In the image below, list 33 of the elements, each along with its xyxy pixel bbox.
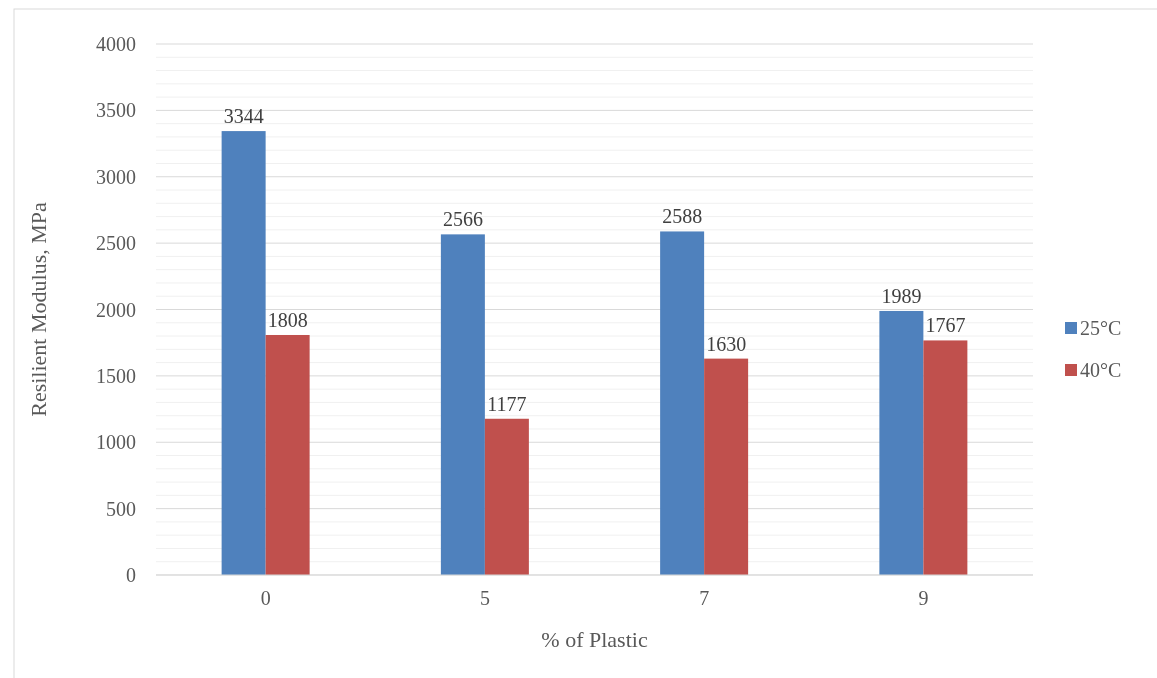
legend-label: 25°C <box>1080 317 1122 339</box>
bar <box>923 340 968 575</box>
data-label: 1808 <box>267 308 308 331</box>
data-label: 3344 <box>223 105 264 128</box>
y-tick-label: 1000 <box>96 431 136 454</box>
data-label: 1767 <box>925 314 966 337</box>
data-label: 2588 <box>662 205 703 228</box>
y-tick-label: 3000 <box>96 165 136 188</box>
x-tick-label: 7 <box>699 587 710 609</box>
y-tick-label: 3500 <box>96 99 136 122</box>
y-tick-label: 1500 <box>96 364 136 387</box>
data-label: 1989 <box>881 284 922 307</box>
y-tick-label: 4000 <box>96 33 136 55</box>
y-tick-label: 0 <box>126 564 136 586</box>
bar <box>704 358 749 575</box>
x-axis-title: % of Plastic <box>541 627 648 652</box>
bar <box>221 131 266 575</box>
x-tick-label: 9 <box>918 587 929 609</box>
x-tick-label: 0 <box>260 587 271 609</box>
bar <box>660 231 705 575</box>
y-tick-label: 500 <box>106 497 136 520</box>
legend-label: 40°C <box>1080 359 1122 381</box>
y-tick-label: 2500 <box>96 232 136 255</box>
data-label: 1630 <box>706 332 747 355</box>
x-tick-label: 5 <box>479 587 490 609</box>
bar <box>484 418 529 575</box>
y-axis-title: Resilient Modulus, MPa <box>26 202 51 417</box>
bar <box>265 334 310 575</box>
y-tick-label: 2000 <box>96 298 136 321</box>
data-label: 1177 <box>487 392 527 415</box>
bar <box>440 234 485 575</box>
bar <box>879 310 924 575</box>
data-label: 2566 <box>442 208 483 231</box>
